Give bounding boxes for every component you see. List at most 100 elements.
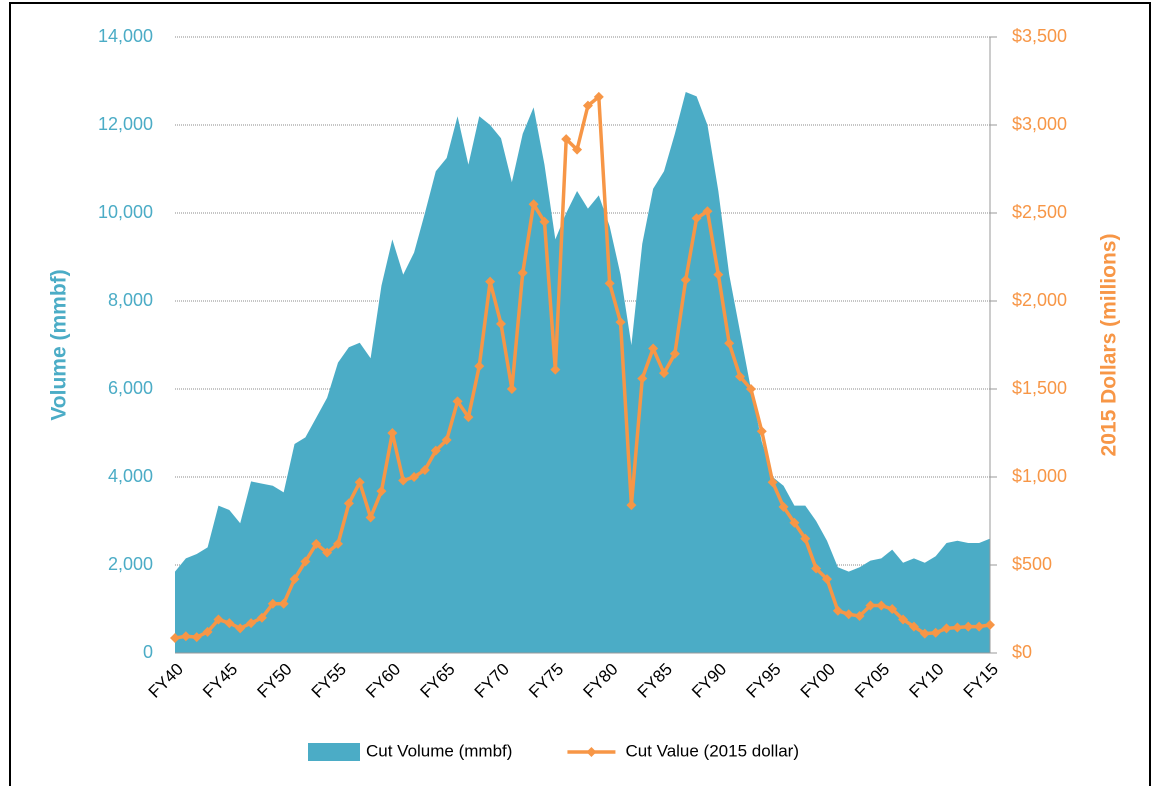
marker xyxy=(702,206,713,217)
marker xyxy=(235,623,246,634)
y2-tick-label: $2,500 xyxy=(1012,202,1067,222)
y-tick-label: 12,000 xyxy=(98,114,153,134)
marker xyxy=(669,348,680,359)
x-tick-label: FY40 xyxy=(145,660,187,702)
marker xyxy=(811,563,822,574)
marker xyxy=(409,472,420,482)
marker xyxy=(224,618,235,629)
marker xyxy=(930,627,941,638)
x-tick-label: FY70 xyxy=(471,660,513,702)
chart-border xyxy=(9,2,1151,786)
marker xyxy=(517,267,528,278)
legend-label: Cut Volume (mmbf) xyxy=(366,741,512,760)
marker xyxy=(680,274,691,285)
y-tick-label: 8,000 xyxy=(108,290,153,310)
marker xyxy=(561,134,572,145)
marker xyxy=(952,622,963,633)
marker xyxy=(985,619,995,630)
y-tick-label: 10,000 xyxy=(98,202,153,222)
y2-tick-label: $0 xyxy=(1012,642,1032,662)
marker xyxy=(908,621,919,632)
y-axis-title: Volume (mmbf) xyxy=(48,269,71,420)
marker xyxy=(452,396,463,407)
marker xyxy=(300,556,311,567)
marker xyxy=(246,618,257,629)
y2-tick-label: $1,500 xyxy=(1012,378,1067,398)
x-tick-label: FY80 xyxy=(579,660,621,702)
marker xyxy=(170,633,180,644)
marker xyxy=(572,144,583,155)
y2-tick-label: $3,500 xyxy=(1012,26,1067,46)
marker xyxy=(767,477,778,488)
marker xyxy=(789,517,800,528)
x-tick-label: FY00 xyxy=(797,660,839,702)
y-tick-label: 2,000 xyxy=(108,554,153,574)
marker xyxy=(398,475,409,486)
marker xyxy=(539,216,550,227)
marker xyxy=(637,373,648,384)
legend-label: Cut Value (2015 dollar) xyxy=(625,741,799,760)
marker xyxy=(267,598,278,609)
marker xyxy=(843,609,854,620)
marker xyxy=(202,626,213,637)
y2-tick-label: $500 xyxy=(1012,554,1052,574)
marker xyxy=(887,604,898,614)
marker xyxy=(604,278,615,289)
marker xyxy=(974,621,985,632)
marker xyxy=(582,100,593,111)
y2-tick-label: $1,000 xyxy=(1012,466,1067,486)
x-tick-label: FY65 xyxy=(416,660,458,702)
x-tick-label: FY60 xyxy=(362,660,404,702)
x-tick-label: FY95 xyxy=(742,660,784,702)
y2-tick-label: $3,000 xyxy=(1012,114,1067,134)
area xyxy=(175,92,990,653)
marker xyxy=(550,364,561,375)
marker xyxy=(724,338,735,349)
marker xyxy=(756,426,767,437)
marker xyxy=(615,317,626,328)
x-tick-label: FY10 xyxy=(905,660,947,702)
marker xyxy=(365,512,376,523)
marker xyxy=(713,269,724,280)
marker xyxy=(333,538,343,549)
marker xyxy=(343,498,354,509)
marker xyxy=(278,598,289,609)
marker xyxy=(735,371,746,382)
marker xyxy=(822,574,832,585)
marker xyxy=(289,574,300,585)
x-tick-label: FY05 xyxy=(851,660,893,702)
marker xyxy=(745,384,756,394)
marker xyxy=(322,547,333,558)
marker xyxy=(387,428,398,438)
marker xyxy=(593,91,604,102)
marker xyxy=(876,600,887,611)
x-tick-label: FY15 xyxy=(960,660,1002,702)
x-tick-label: FY85 xyxy=(634,660,676,702)
marker xyxy=(626,500,637,511)
y2-axis-title: 2015 Dollars (millions) xyxy=(1098,234,1121,457)
marker xyxy=(180,631,191,642)
marker xyxy=(213,614,224,625)
marker xyxy=(256,612,267,623)
marker xyxy=(941,623,952,634)
marker xyxy=(963,621,974,632)
marker xyxy=(528,199,539,210)
marker xyxy=(648,343,659,354)
y-tick-label: 0 xyxy=(143,642,153,662)
marker xyxy=(376,486,387,497)
marker xyxy=(919,628,930,639)
marker xyxy=(506,384,517,394)
marker xyxy=(800,533,811,544)
marker xyxy=(832,605,843,616)
marker xyxy=(854,611,865,622)
marker xyxy=(898,614,909,625)
y-tick-label: 6,000 xyxy=(108,378,153,398)
marker xyxy=(463,412,474,423)
marker xyxy=(430,445,441,456)
x-tick-label: FY75 xyxy=(525,660,567,702)
marker xyxy=(474,361,485,372)
x-tick-label: FY55 xyxy=(308,660,350,702)
y-tick-label: 4,000 xyxy=(108,466,153,486)
marker xyxy=(659,368,669,379)
